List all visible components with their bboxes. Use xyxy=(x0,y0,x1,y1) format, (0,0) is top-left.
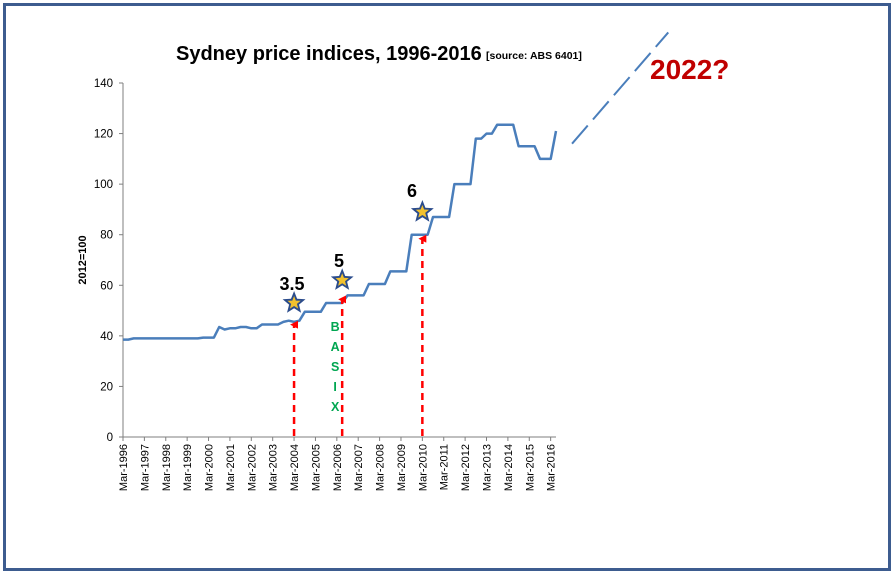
x-tick-label: Mar-2004 xyxy=(289,444,301,491)
chart-title: Sydney price indices, 1996-2016 xyxy=(176,43,482,65)
y-tick-label: 40 xyxy=(100,331,113,343)
y-tick-label: 140 xyxy=(94,78,113,90)
projection-label: 2022? xyxy=(650,54,729,85)
basix-letter: I xyxy=(333,380,336,394)
annotation-label-6: 6 xyxy=(407,181,417,201)
x-tick-label: Mar-2001 xyxy=(225,444,237,491)
x-tick-label: Mar-2009 xyxy=(396,444,408,491)
basix-letter: S xyxy=(331,360,339,374)
basix-letter: X xyxy=(331,400,340,414)
star-icon-core xyxy=(287,296,301,309)
y-tick-label: 100 xyxy=(94,179,113,191)
annotation-label-3-5: 3.5 xyxy=(279,274,304,294)
y-tick-label: 80 xyxy=(100,230,113,242)
projection-line xyxy=(571,31,670,145)
x-tick-label: Mar-2008 xyxy=(375,444,387,491)
y-tick-label: 20 xyxy=(100,381,113,393)
x-tick-label: Mar-2005 xyxy=(310,444,322,491)
basix-letter: A xyxy=(331,340,340,354)
x-tick-label: Mar-2015 xyxy=(524,444,536,491)
x-tick-label: Mar-2010 xyxy=(417,444,429,491)
basix-letter: B xyxy=(331,320,340,334)
y-tick-label: 0 xyxy=(107,432,113,444)
series-line xyxy=(123,123,558,341)
x-tick-label: Mar-1998 xyxy=(161,444,173,491)
x-tick-label: Mar-2014 xyxy=(503,444,515,491)
x-tick-label: Mar-1997 xyxy=(139,444,151,491)
chart-frame xyxy=(3,3,891,571)
y-tick-label: 120 xyxy=(94,129,113,141)
x-tick-label: Mar-2000 xyxy=(204,444,216,491)
x-tick-label: Mar-2012 xyxy=(460,444,472,491)
y-tick-label: 60 xyxy=(100,280,113,292)
x-tick-label: Mar-2016 xyxy=(546,444,558,491)
x-tick-label: Mar-2006 xyxy=(332,444,344,491)
chart-source-note: [source: ABS 6401] xyxy=(486,50,582,62)
x-tick-label: Mar-2007 xyxy=(353,444,365,491)
annotation-label-5: 5 xyxy=(334,251,344,271)
axes: 0 20 40 60 80 100 120 140 Mar-1996 Mar-1997 Mar-19… xyxy=(94,78,558,491)
x-tick-label: Mar-2011 xyxy=(439,444,451,490)
x-tick-label: Mar-1996 xyxy=(118,444,130,491)
x-tick-label: Mar-1999 xyxy=(182,444,194,491)
x-tick-label: Mar-2003 xyxy=(268,444,280,491)
x-tick-label: Mar-2002 xyxy=(246,444,258,491)
star-icon-core xyxy=(335,273,349,286)
star-icon-core xyxy=(415,205,429,218)
x-tick-label: Mar-2013 xyxy=(482,444,494,491)
y-axis-label: 2012=100 xyxy=(77,235,89,284)
